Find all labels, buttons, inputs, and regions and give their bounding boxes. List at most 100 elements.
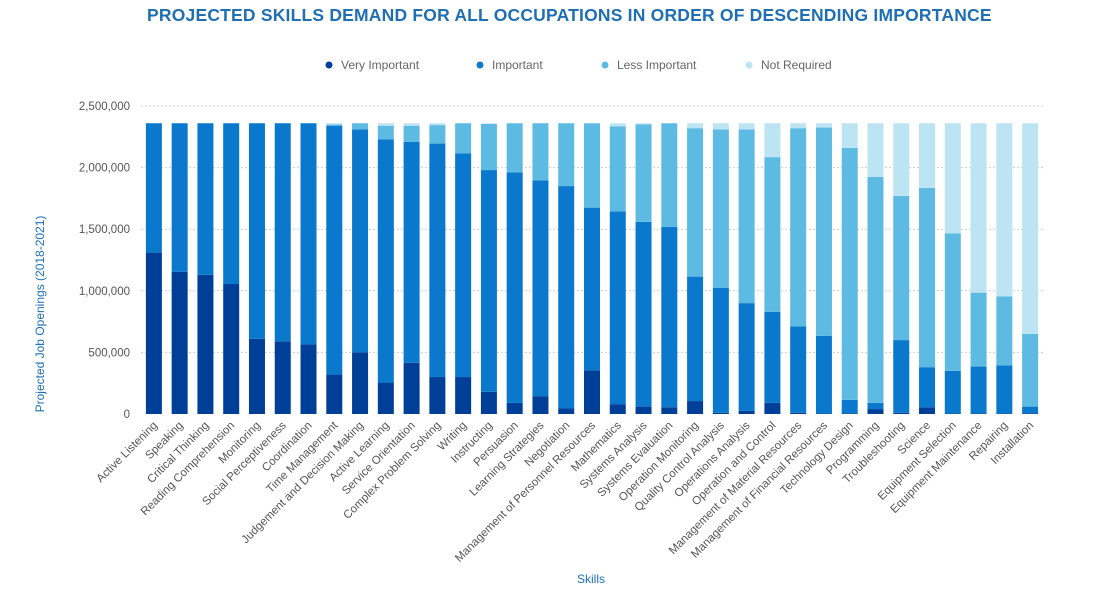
bar-segment [815,335,832,414]
bar-segment [661,407,678,414]
bar-segment [764,123,781,158]
bar-segment [919,187,936,368]
bar-segment [558,186,575,409]
y-axis-ticks: 0 500,000 1,000,000 1,500,000 2,000,000 2,500… [79,101,130,421]
bar-segment [609,211,626,405]
legend: Very Important Important Less Important Not… [325,58,832,72]
bar-segment [919,367,936,408]
bar-segment [661,226,678,408]
bar-segment [893,123,910,196]
bar-segment [352,352,369,414]
bar-segment [377,125,394,140]
bar-segment [738,129,755,304]
bar-segment [764,311,781,403]
bar-segment [171,123,188,272]
bar-segment [352,123,369,130]
bar-segment [996,413,1013,414]
bars [145,123,1039,414]
bar-segment [712,287,729,413]
bar-segment [944,370,961,414]
bar-segment [403,125,420,142]
bar-segment [841,123,858,148]
bar-segment [841,413,858,414]
y-tick-label: 500,000 [88,347,130,359]
legend-marker [325,61,333,69]
legend-label: Important [492,58,543,72]
bar-segment [609,123,626,127]
bar-segment [790,326,807,413]
bar-segment [145,252,162,414]
bar-segment [480,170,497,392]
bar-segment [326,123,343,125]
bar-segment [893,412,910,414]
bar-segment [1022,123,1039,334]
bar-segment [584,207,600,371]
legend-marker [476,61,484,69]
bar-segment [970,292,987,367]
bar-segment [919,407,936,414]
bar-segment [506,123,523,173]
bar-segment [377,382,394,414]
bar-segment [506,172,523,403]
bar-segment [996,365,1013,414]
bar-segment [893,195,910,341]
bar-segment [893,340,910,413]
bar-segment [841,399,858,414]
bar-segment [455,153,472,378]
bar-segment [944,233,961,371]
bar-segment [197,123,214,275]
bar-segment [867,176,884,403]
bar-segment [635,221,652,407]
bar-segment [300,123,317,345]
bar-segment [687,276,704,402]
y-tick-label: 1,500,000 [79,224,130,236]
bar-segment [970,123,987,293]
bar-segment [738,303,755,411]
bar-segment [352,129,369,353]
bar-segment [609,126,626,212]
bar-segment [480,123,497,124]
bar-segment [1022,406,1039,414]
bar-segment [867,409,884,414]
bar-segment [738,410,755,414]
bar-segment [687,123,704,129]
bar-segment [815,413,832,414]
bar-segment [1022,413,1039,414]
legend-label: Not Required [761,58,832,72]
y-tick-label: 2,500,000 [79,101,130,113]
legend-label: Very Important [341,58,420,72]
bar-segment [532,396,549,414]
bar-segment [558,408,575,414]
bar-segment [326,125,343,375]
bar-segment [274,341,291,414]
bar-segment [429,143,446,378]
bar-segment [429,377,446,414]
x-axis-title: Skills [577,572,605,586]
bar-segment [970,413,987,414]
bar-segment [635,123,652,125]
bar-segment [197,274,214,414]
bar-segment [764,402,781,414]
bar-segment [1022,333,1039,407]
bar-segment [300,344,317,414]
y-axis-title: Projected Job Openings (2018-2021) [33,216,47,413]
bar-segment [944,123,961,234]
bar-segment [532,180,549,397]
legend-marker [745,61,753,69]
bar-segment [377,123,394,126]
chart-title: PROJECTED SKILLS DEMAND FOR ALL OCCUPATI… [147,5,992,25]
bar-segment [326,374,343,414]
bar-segment [712,412,729,414]
bar-segment [145,123,162,253]
bar-segment [867,402,884,410]
bar-segment [919,123,936,188]
bar-segment [687,401,704,414]
y-tick-label: 2,000,000 [79,163,130,175]
bar-segment [558,123,575,187]
bar-segment [609,404,626,414]
bar-segment [223,284,240,414]
y-tick-label: 0 [124,409,130,421]
bar-segment [970,366,987,414]
bar-segment [841,147,858,400]
